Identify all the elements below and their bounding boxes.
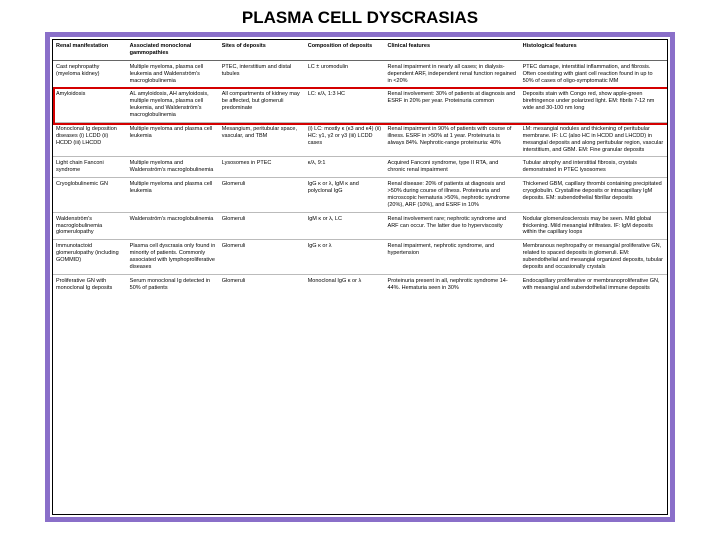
- cell-sites: PTEC, interstitium and distal tubules: [219, 60, 305, 88]
- cell-comp: Monoclonal IgG κ or λ: [305, 274, 385, 294]
- col-sites: Sites of deposits: [219, 40, 305, 60]
- cell-comp: LC ± uromodulin: [305, 60, 385, 88]
- cell-renal: Proliferative GN with monoclonal Ig depo…: [53, 274, 127, 294]
- table-row: Cast nephropathy (myeloma kidney)Multipl…: [53, 60, 667, 88]
- table-row: Proliferative GN with monoclonal Ig depo…: [53, 274, 667, 294]
- cell-sites: Glomeruli: [219, 240, 305, 275]
- cell-sites: All compartments of kidney may be affect…: [219, 88, 305, 123]
- cell-histo: Endocapillary proliferative or membranop…: [520, 274, 667, 294]
- cell-sites: Mesangium, peritubular space, vascular, …: [219, 122, 305, 157]
- cell-clinical: Proteinuria present in all, nephrotic sy…: [385, 274, 520, 294]
- cell-sites: Glomeruli: [219, 212, 305, 240]
- cell-comp: κ/λ, 9:1: [305, 157, 385, 178]
- col-assoc: Associated monoclonal gammopathies: [127, 40, 219, 60]
- cell-comp: IgG κ or λ: [305, 240, 385, 275]
- cell-assoc: Multiple myeloma and Waldenström's macro…: [127, 157, 219, 178]
- cell-comp: (i) LC: mostly κ (κ3 and κ4) (ii) HC: γ1…: [305, 122, 385, 157]
- cell-histo: Tubular atrophy and interstitial fibrosi…: [520, 157, 667, 178]
- cell-assoc: Plasma cell dyscrasia only found in mino…: [127, 240, 219, 275]
- dyscrasias-table: Renal manifestation Associated monoclona…: [53, 40, 667, 295]
- cell-clinical: Renal involvement: 30% of patients at di…: [385, 88, 520, 123]
- cell-histo: Thickened GBM, capillary thrombi contain…: [520, 178, 667, 213]
- cell-assoc: Waldenström's macroglobulinemia: [127, 212, 219, 240]
- cell-comp: IgM κ or λ, LC: [305, 212, 385, 240]
- cell-renal: Waldenström's macroglobulinemia glomerul…: [53, 212, 127, 240]
- cell-comp: LC: κ/λ, 1:3 HC: [305, 88, 385, 123]
- col-histo: Histological features: [520, 40, 667, 60]
- col-comp: Composition of deposits: [305, 40, 385, 60]
- col-clinical: Clinical features: [385, 40, 520, 60]
- cell-assoc: Multiple myeloma and plasma cell leukemi…: [127, 122, 219, 157]
- cell-sites: Lysosomes in PTEC: [219, 157, 305, 178]
- cell-assoc: AL amyloidosis, AH amyloidosis, multiple…: [127, 88, 219, 123]
- cell-renal: Cast nephropathy (myeloma kidney): [53, 60, 127, 88]
- cell-sites: Glomeruli: [219, 274, 305, 294]
- table-row: Waldenström's macroglobulinemia glomerul…: [53, 212, 667, 240]
- cell-renal: Immunotactoid glomerulopathy (including …: [53, 240, 127, 275]
- table-row: Monoclonal Ig deposition diseases (i) LC…: [53, 122, 667, 157]
- cell-histo: PTEC damage, interstitial inflammation, …: [520, 60, 667, 88]
- cell-renal: Monoclonal Ig deposition diseases (i) LC…: [53, 122, 127, 157]
- cell-clinical: Renal impairment in nearly all cases; in…: [385, 60, 520, 88]
- cell-histo: Nodular glomerulosclerosis may be seen. …: [520, 212, 667, 240]
- cell-renal: Amyloidosis: [53, 88, 127, 123]
- table-row: AmyloidosisAL amyloidosis, AH amyloidosi…: [53, 88, 667, 123]
- outer-frame: Renal manifestation Associated monoclona…: [45, 32, 675, 522]
- cell-assoc: Multiple myeloma, plasma cell leukemia a…: [127, 60, 219, 88]
- table-header-row: Renal manifestation Associated monoclona…: [53, 40, 667, 60]
- cell-assoc: Multiple myeloma and plasma cell leukemi…: [127, 178, 219, 213]
- table-row: Immunotactoid glomerulopathy (including …: [53, 240, 667, 275]
- cell-comp: IgG κ or λ, IgM κ and polyclonal IgG: [305, 178, 385, 213]
- cell-sites: Glomeruli: [219, 178, 305, 213]
- col-renal: Renal manifestation: [53, 40, 127, 60]
- page-title: PLASMA CELL DYSCRASIAS: [0, 8, 720, 28]
- cell-renal: Cryoglobulinemic GN: [53, 178, 127, 213]
- cell-clinical: Acquired Fanconi syndrome, type II RTA, …: [385, 157, 520, 178]
- cell-renal: Light chain Fanconi syndrome: [53, 157, 127, 178]
- table-row: Cryoglobulinemic GNMultiple myeloma and …: [53, 178, 667, 213]
- cell-assoc: Serum monoclonal Ig detected in 50% of p…: [127, 274, 219, 294]
- cell-clinical: Renal impairment, nephrotic syndrome, an…: [385, 240, 520, 275]
- cell-histo: LM: mesangial nodules and thickening of …: [520, 122, 667, 157]
- cell-clinical: Renal disease: 20% of patients at diagno…: [385, 178, 520, 213]
- cell-clinical: Renal involvement rare; nephrotic syndro…: [385, 212, 520, 240]
- inner-frame: Renal manifestation Associated monoclona…: [52, 39, 668, 515]
- cell-histo: Membranous nephropathy or mesangial prol…: [520, 240, 667, 275]
- cell-histo: Deposits stain with Congo red, show appl…: [520, 88, 667, 123]
- cell-clinical: Renal impairment in 90% of patients with…: [385, 122, 520, 157]
- table-row: Light chain Fanconi syndromeMultiple mye…: [53, 157, 667, 178]
